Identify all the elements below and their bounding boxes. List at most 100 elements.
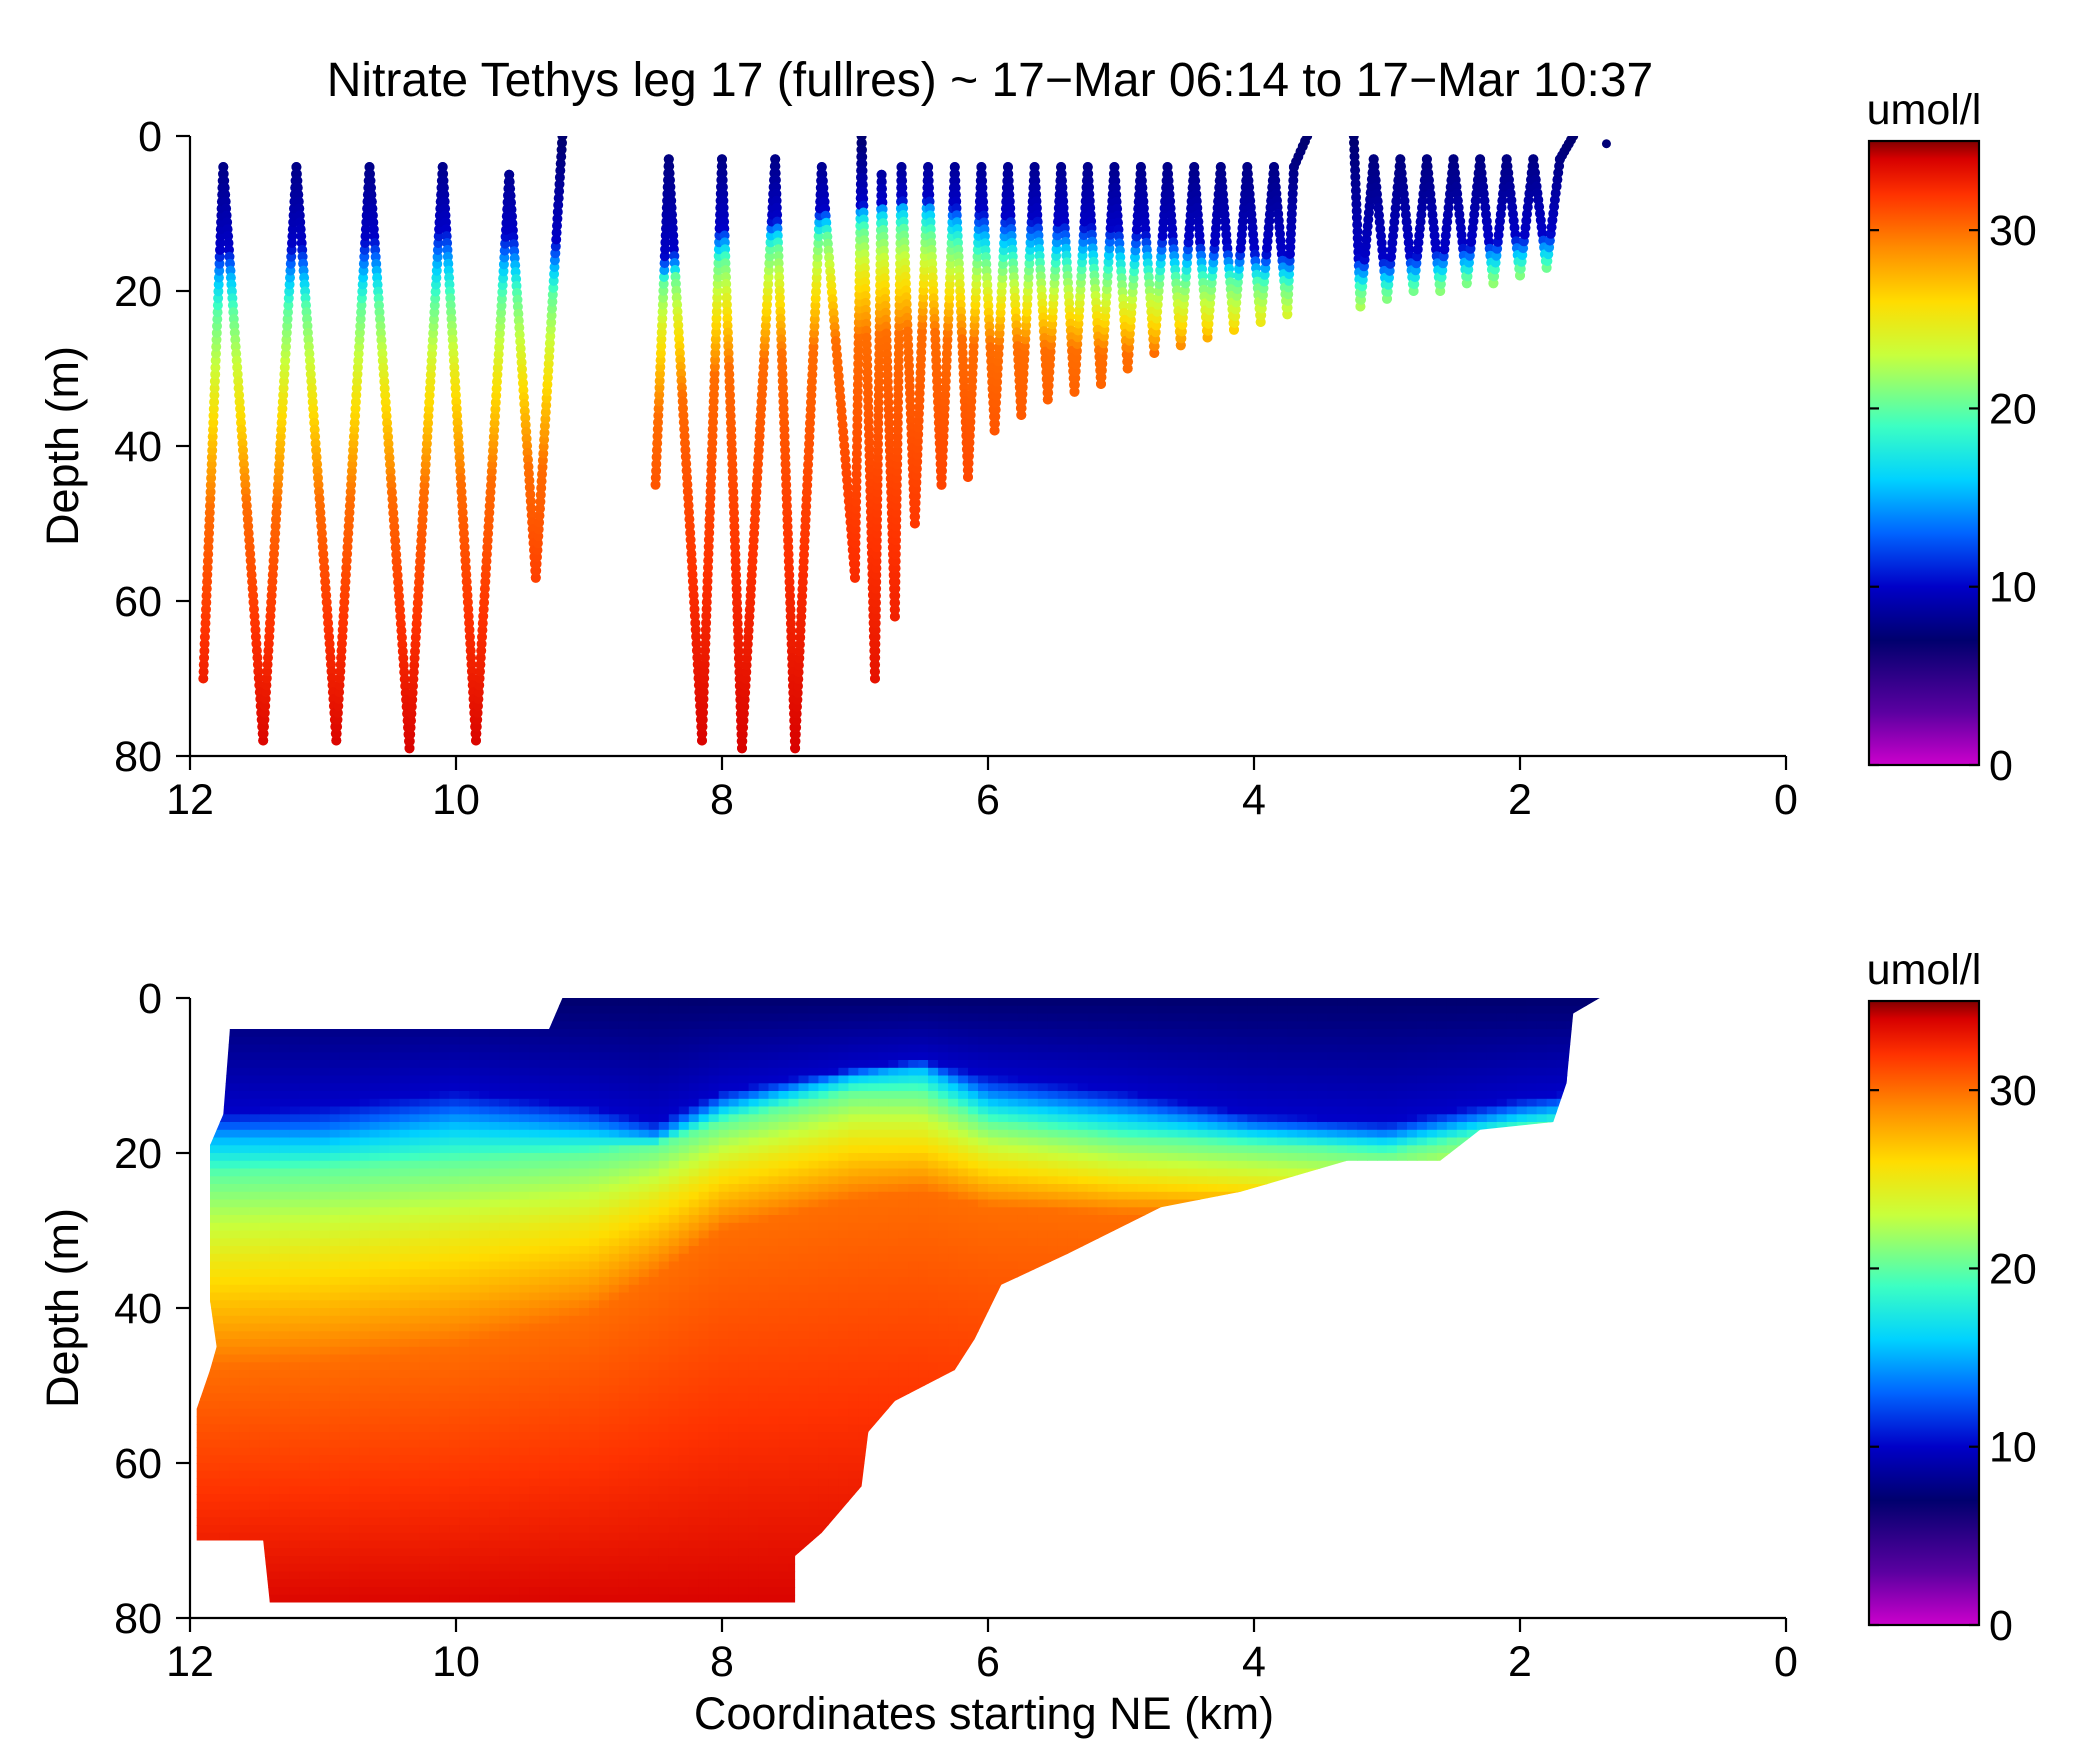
data-point xyxy=(857,144,867,155)
top-x-tick-label: 6 xyxy=(976,776,1000,824)
heatmap-cell xyxy=(339,1098,351,1108)
data-point xyxy=(850,572,860,583)
heatmap-cell xyxy=(329,1540,341,1549)
heatmap-cell xyxy=(339,1207,351,1216)
heatmap-cell xyxy=(349,1284,361,1294)
data-point xyxy=(730,549,741,560)
heatmap-cell xyxy=(289,1269,301,1278)
heatmap-cell xyxy=(219,1463,231,1472)
heatmap-cell xyxy=(210,1501,221,1511)
heatmap-cell xyxy=(219,1129,231,1139)
heatmap-cell xyxy=(219,1385,231,1394)
heatmap-cell xyxy=(309,1005,321,1015)
heatmap-cell xyxy=(339,998,351,1007)
heatmap-cell xyxy=(229,1238,241,1247)
heatmap-cell xyxy=(369,1563,381,1573)
heatmap-cell xyxy=(260,1603,271,1611)
data-point xyxy=(775,313,786,324)
data-point xyxy=(774,292,785,303)
heatmap-cell xyxy=(249,1106,261,1115)
heatmap-cell xyxy=(369,998,381,1007)
heatmap-cell xyxy=(309,1579,321,1588)
heatmap-cell xyxy=(269,1548,281,1557)
heatmap-cell xyxy=(279,1331,291,1340)
heatmap-cell xyxy=(219,1199,231,1208)
heatmap-cell xyxy=(359,1153,371,1162)
data-point xyxy=(892,424,903,435)
heatmap-cell xyxy=(339,1525,351,1534)
top-y-tick-label: 0 xyxy=(138,113,162,161)
data-point xyxy=(778,410,789,421)
heatmap-cell xyxy=(379,1253,391,1263)
heatmap-cell xyxy=(219,1556,231,1565)
top-y-tick-label: 20 xyxy=(114,268,162,316)
heatmap-cell xyxy=(196,1455,201,1464)
heatmap-cell xyxy=(239,1145,251,1154)
heatmap-cell xyxy=(200,1191,211,1201)
heatmap-cell xyxy=(369,1532,381,1542)
heatmap-cell xyxy=(229,1253,241,1263)
heatmap-cell xyxy=(229,1323,241,1332)
heatmap-cell xyxy=(329,1145,341,1154)
heatmap-cell xyxy=(279,998,291,1007)
heatmap-cell xyxy=(279,1424,291,1433)
heatmap-cell xyxy=(269,1501,281,1511)
heatmap-cell xyxy=(269,1106,281,1115)
heatmap-cell xyxy=(210,1246,221,1255)
heatmap-cell xyxy=(289,1385,301,1394)
heatmap-cell xyxy=(369,1207,381,1216)
heatmap-cell xyxy=(339,1005,351,1015)
data-point xyxy=(853,345,864,355)
heatmap-cell xyxy=(359,1308,371,1317)
heatmap-cell xyxy=(279,1532,291,1542)
heatmap-cell xyxy=(196,1215,201,1224)
heatmap-cell xyxy=(309,1377,321,1387)
heatmap-cell xyxy=(200,1439,211,1449)
heatmap-cell xyxy=(259,1075,271,1084)
heatmap-cell xyxy=(239,1346,251,1356)
heatmap-cell xyxy=(379,1486,391,1495)
heatmap-cell xyxy=(369,1168,381,1177)
heatmap-cell xyxy=(319,1447,331,1456)
heatmap-cell xyxy=(319,1594,331,1603)
heatmap-cell xyxy=(349,1207,361,1216)
heatmap-cell xyxy=(200,1540,211,1549)
heatmap-cell xyxy=(359,1215,371,1224)
top-colorbar-tick-label: 20 xyxy=(1989,385,2037,433)
heatmap-cell xyxy=(339,1315,351,1325)
heatmap-cell xyxy=(359,1455,371,1464)
data-point xyxy=(859,242,870,253)
heatmap-cell xyxy=(329,1075,341,1084)
heatmap-cell xyxy=(279,1416,291,1425)
heatmap-cell xyxy=(269,1525,281,1534)
heatmap-cell xyxy=(269,1587,281,1596)
heatmap-cell xyxy=(229,1044,241,1053)
heatmap-cell xyxy=(349,1067,361,1077)
heatmap-cell xyxy=(319,1517,331,1526)
heatmap-cell xyxy=(279,1005,291,1015)
heatmap-cell xyxy=(239,1470,251,1480)
heatmap-cell xyxy=(389,1354,401,1363)
heatmap-cell xyxy=(229,1184,241,1193)
heatmap-cell xyxy=(299,1408,311,1418)
heatmap-cell xyxy=(210,1532,221,1542)
heatmap-cell xyxy=(319,1300,331,1309)
heatmap-cell xyxy=(379,1315,391,1325)
heatmap-cell xyxy=(350,1603,361,1611)
heatmap-cell xyxy=(219,1098,231,1108)
heatmap-cell xyxy=(299,1424,311,1433)
heatmap-cell xyxy=(289,1114,301,1123)
heatmap-cell xyxy=(299,1308,311,1317)
heatmap-cell xyxy=(359,1323,371,1332)
heatmap-cell xyxy=(359,1346,371,1356)
heatmap-cell xyxy=(329,1424,341,1433)
heatmap-cell xyxy=(229,1494,241,1503)
heatmap-cell xyxy=(309,1269,321,1278)
heatmap-cell xyxy=(399,1323,411,1332)
heatmap-cell xyxy=(309,1323,321,1332)
heatmap-cell xyxy=(299,1377,311,1387)
heatmap-cell xyxy=(219,1215,231,1224)
data-point xyxy=(861,311,872,322)
data-point xyxy=(850,531,861,542)
heatmap-cell xyxy=(239,1005,251,1015)
